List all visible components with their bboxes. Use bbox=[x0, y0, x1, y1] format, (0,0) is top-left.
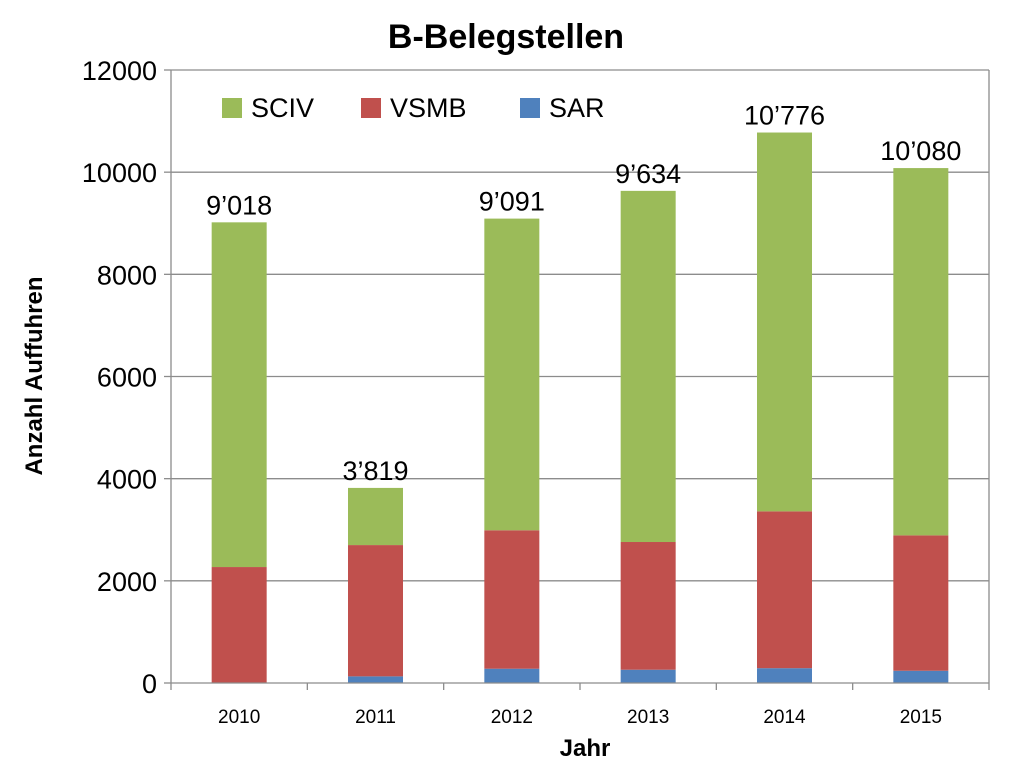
y-tick-label: 2000 bbox=[97, 567, 157, 597]
bars-layer bbox=[211, 132, 949, 683]
bar-segment-vsmb-2014 bbox=[757, 511, 812, 669]
bar-segment-vsmb-2010 bbox=[211, 567, 267, 683]
x-tick-label: 2011 bbox=[355, 707, 396, 728]
legend: SCIV VSMB SAR bbox=[222, 93, 605, 123]
total-label-2014: 10’776 bbox=[744, 101, 825, 131]
legend-swatch-vsmb bbox=[361, 98, 381, 118]
legend-swatch-sciv bbox=[222, 98, 242, 118]
labels-layer: 9’018 3’819 9’091 9’634 10’776 10’080 bbox=[206, 101, 961, 486]
bar-segment-vsmb-2015 bbox=[893, 535, 949, 671]
x-tick-label: 2010 bbox=[218, 707, 260, 728]
y-tick-label: 10000 bbox=[82, 158, 157, 188]
y-tick-label: 4000 bbox=[97, 465, 157, 495]
y-axis-title: Anzahl Auffuhren bbox=[21, 276, 48, 475]
bar-segment-sar-2012 bbox=[484, 668, 540, 683]
y-tick-label: 12000 bbox=[82, 56, 157, 86]
bar-segment-vsmb-2013 bbox=[620, 542, 676, 670]
bar-segment-sciv-2010 bbox=[211, 222, 267, 568]
y-tick-label: 0 bbox=[142, 669, 157, 699]
legend-label-vsmb: VSMB bbox=[390, 93, 467, 123]
legend-swatch-sar bbox=[520, 98, 540, 118]
bar-segment-sar-2011 bbox=[348, 676, 403, 683]
x-tick-label: 2012 bbox=[491, 707, 533, 728]
bar-segment-sciv-2012 bbox=[484, 218, 540, 531]
chart-title: B-Belegstellen bbox=[388, 18, 624, 56]
bar-segment-vsmb-2011 bbox=[348, 545, 403, 677]
grid-layer bbox=[171, 69, 990, 683]
bar-segment-sciv-2014 bbox=[757, 132, 812, 512]
bar-segment-sciv-2011 bbox=[348, 487, 403, 546]
y-tick-label: 6000 bbox=[97, 363, 157, 393]
x-tick-label: 2014 bbox=[763, 707, 806, 728]
bar-segment-sar-2014 bbox=[757, 668, 812, 683]
bar-segment-sciv-2015 bbox=[893, 168, 949, 536]
total-label-2012: 9’091 bbox=[479, 187, 545, 217]
bar-segment-vsmb-2012 bbox=[484, 530, 540, 669]
x-tick-label: 2015 bbox=[900, 707, 942, 728]
total-label-2013: 9’634 bbox=[615, 159, 681, 189]
bar-segment-sciv-2013 bbox=[620, 190, 676, 543]
total-label-2015: 10’080 bbox=[880, 136, 961, 166]
total-label-2011: 3’819 bbox=[342, 456, 408, 486]
axes-layer: 0 2000 4000 6000 8000 10000 12000 2010 2011 2012 2… bbox=[82, 56, 990, 728]
legend-label-sciv: SCIV bbox=[251, 93, 314, 123]
bar-segment-sar-2013 bbox=[620, 669, 676, 683]
x-axis-title: Jahr bbox=[560, 735, 611, 762]
y-tick-label: 8000 bbox=[97, 260, 157, 290]
x-tick-label: 2013 bbox=[627, 707, 669, 728]
bar-segment-sar-2015 bbox=[893, 670, 949, 683]
legend-label-sar: SAR bbox=[549, 93, 605, 123]
total-label-2010: 9’018 bbox=[206, 190, 272, 220]
